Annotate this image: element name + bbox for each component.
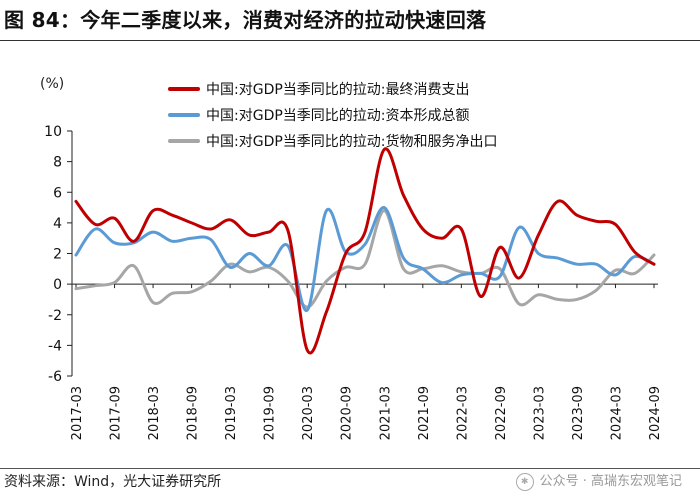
legend-label-consumption: 中国:对GDP当季同比的拉动:最终消费支出: [206, 82, 470, 98]
y-tick-label: 0: [53, 277, 62, 293]
x-tick-label: 2024-03: [609, 386, 624, 440]
x-tick-label: 2024-09: [648, 386, 663, 440]
legend-swatch-capital-formation: [168, 113, 200, 117]
series-line-capital-formation: [74, 206, 656, 312]
x-tick-label: 2020-03: [301, 386, 316, 440]
legend-item-net-exports: 中国:对GDP当季同比的拉动:货物和服务净出口: [168, 128, 628, 154]
x-tick-label: 2019-03: [224, 386, 239, 440]
series-line-consumption: [74, 147, 656, 355]
legend-swatch-net-exports: [168, 139, 200, 143]
watermark: ✱ 公众号 · 高瑞东宏观笔记: [515, 472, 682, 492]
legend-swatch-consumption: [168, 87, 200, 91]
x-tick-label: 2017-09: [109, 386, 124, 440]
x-tick-label: 2020-09: [340, 386, 355, 440]
y-axis-unit-label: (%): [40, 76, 65, 92]
x-tick-label: 2021-03: [378, 386, 393, 440]
y-tick-label: -2: [48, 308, 62, 324]
y-tick-label: 10: [44, 124, 62, 140]
x-tick-label: 2022-09: [494, 386, 509, 440]
x-tick-label: 2023-03: [532, 386, 547, 440]
x-tick-label: 2021-09: [417, 386, 432, 440]
x-tick-label: 2019-09: [263, 386, 278, 440]
series-line-net-exports: [74, 209, 656, 309]
y-tick-label: 2: [53, 247, 62, 263]
y-tick-label: -6: [48, 369, 62, 385]
x-tick-label: 2018-03: [147, 386, 162, 440]
legend-item-consumption: 中国:对GDP当季同比的拉动:最终消费支出: [168, 76, 628, 102]
x-tick-label: 2022-03: [455, 386, 470, 440]
x-tick-label: 2023-09: [571, 386, 586, 440]
watermark-text: 公众号 · 高瑞东宏观笔记: [539, 474, 682, 489]
footer-divider: [0, 468, 700, 469]
figure-title: 图 84：今年二季度以来，消费对经济的拉动快速回落: [4, 8, 487, 32]
y-tick-label: 8: [53, 155, 62, 171]
x-tick-label: 2018-09: [186, 386, 201, 440]
y-tick-label: -4: [48, 338, 62, 354]
source-note: 资料来源：Wind，光大证券研究所: [4, 474, 222, 490]
chart-legend: 中国:对GDP当季同比的拉动:最终消费支出 中国:对GDP当季同比的拉动:资本形…: [168, 76, 628, 154]
y-tick-label: 4: [53, 216, 62, 232]
x-tick-label: 2017-03: [70, 386, 85, 440]
legend-label-capital-formation: 中国:对GDP当季同比的拉动:资本形成总额: [206, 108, 470, 124]
legend-label-net-exports: 中国:对GDP当季同比的拉动:货物和服务净出口: [206, 134, 498, 150]
legend-item-capital-formation: 中国:对GDP当季同比的拉动:资本形成总额: [168, 102, 628, 128]
title-divider: [0, 40, 700, 41]
wechat-icon: ✱: [515, 473, 534, 491]
y-tick-label: 6: [53, 185, 62, 201]
